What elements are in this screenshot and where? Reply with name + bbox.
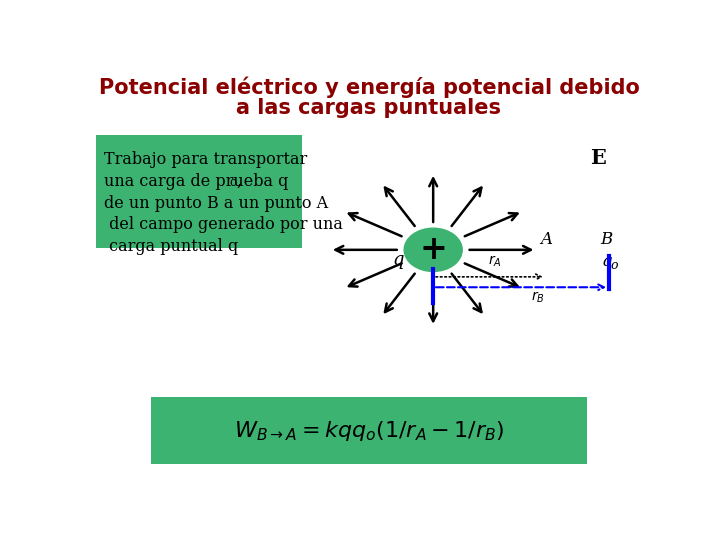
FancyBboxPatch shape [96, 136, 302, 248]
Text: Potencial eléctrico y energía potencial debido: Potencial eléctrico y energía potencial … [99, 77, 639, 98]
Text: $r_A$: $r_A$ [488, 254, 502, 269]
Text: una carga de prueba q: una carga de prueba q [104, 173, 288, 190]
Text: carga puntual q: carga puntual q [104, 238, 238, 255]
Text: q: q [392, 251, 404, 269]
FancyBboxPatch shape [151, 397, 587, 464]
Text: $W_{B\rightarrow A} = kqq_o\left(1/r_A - 1/r_B\right)$: $W_{B\rightarrow A} = kqq_o\left(1/r_A -… [234, 418, 504, 443]
Circle shape [404, 228, 462, 272]
Text: ,: , [237, 173, 242, 190]
Text: B: B [600, 231, 612, 248]
Text: +: + [419, 233, 447, 266]
Text: A: A [540, 231, 552, 248]
Text: o: o [230, 176, 237, 189]
Text: o: o [611, 259, 618, 272]
Text: del campo generado por una: del campo generado por una [104, 216, 343, 233]
Text: q: q [602, 253, 612, 270]
Text: E: E [590, 148, 606, 168]
Text: de un punto B a un punto A: de un punto B a un punto A [104, 194, 328, 212]
Text: a las cargas puntuales: a las cargas puntuales [236, 98, 502, 118]
Text: $r_B$: $r_B$ [531, 289, 545, 305]
Text: Trabajo para transportar: Trabajo para transportar [104, 151, 307, 168]
